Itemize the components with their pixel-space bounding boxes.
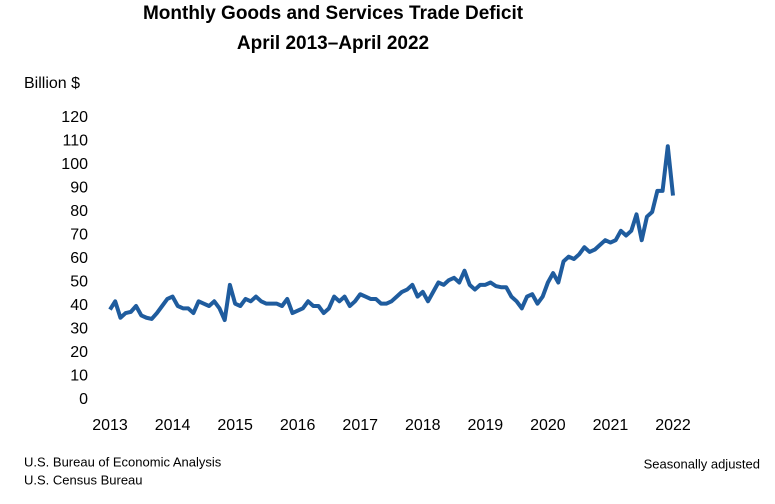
y-tick-label: 100 <box>61 156 88 173</box>
source: U.S. Census Bureau <box>24 472 143 487</box>
y-tick-label: 80 <box>70 203 88 220</box>
x-tick-label: 2021 <box>593 417 629 434</box>
y-tick-label: 120 <box>61 109 88 126</box>
x-tick-label: 2017 <box>342 417 378 434</box>
x-tick-label: 2019 <box>468 417 504 434</box>
y-tick-label: 10 <box>70 368 88 385</box>
y-tick-label: 20 <box>70 344 88 361</box>
x-tick-label: 2022 <box>655 417 691 434</box>
note: Seasonally adjusted <box>644 456 760 471</box>
x-tick-label: 2013 <box>92 417 128 434</box>
x-tick-label: 2014 <box>155 417 191 434</box>
y-axis-label: Billion $ <box>24 75 80 92</box>
x-tick-label: 2015 <box>217 417 253 434</box>
x-tick-label: 2016 <box>280 417 316 434</box>
y-tick-label: 70 <box>70 227 88 244</box>
chart-title: Monthly Goods and Services Trade Deficit <box>143 3 524 24</box>
y-tick-label: 60 <box>70 250 88 267</box>
y-tick-label: 110 <box>62 133 88 150</box>
y-tick-label: 30 <box>70 321 88 338</box>
y-tick-label: 50 <box>70 274 88 291</box>
source: U.S. Bureau of Economic Analysis <box>24 454 222 469</box>
y-tick-label: 90 <box>70 180 88 197</box>
x-tick-label: 2018 <box>405 417 441 434</box>
x-tick-label: 2020 <box>530 417 566 434</box>
y-tick-label: 40 <box>70 297 88 314</box>
data-line <box>108 144 675 323</box>
chart-subtitle: April 2013–April 2022 <box>237 33 429 54</box>
y-tick-label: 0 <box>79 391 88 408</box>
